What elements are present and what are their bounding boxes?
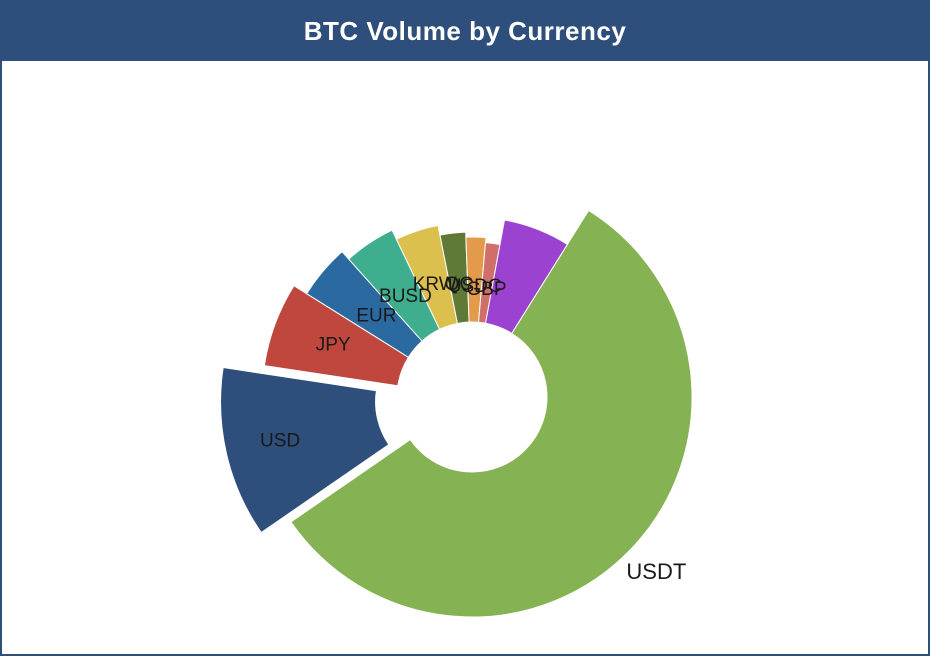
slice-label-eur: EUR xyxy=(356,306,396,327)
slice-label-usdt: USDT xyxy=(626,559,686,584)
slice-label-jpy: JPY xyxy=(316,335,351,356)
title-bar: BTC Volume by Currency xyxy=(2,2,928,61)
chart-frame: BTC Volume by Currency USDTUSDJPYEURBUSD… xyxy=(0,0,930,656)
donut-chart: USDTUSDJPYEURBUSDKRWQCUSDCGBP xyxy=(2,67,928,657)
chart-title: BTC Volume by Currency xyxy=(304,16,627,46)
slice-label-usd: USD xyxy=(260,430,300,451)
chart-area: USDTUSDJPYEURBUSDKRWQCUSDCGBP xyxy=(2,67,928,657)
slice-label-gbp: GBP xyxy=(466,279,506,300)
